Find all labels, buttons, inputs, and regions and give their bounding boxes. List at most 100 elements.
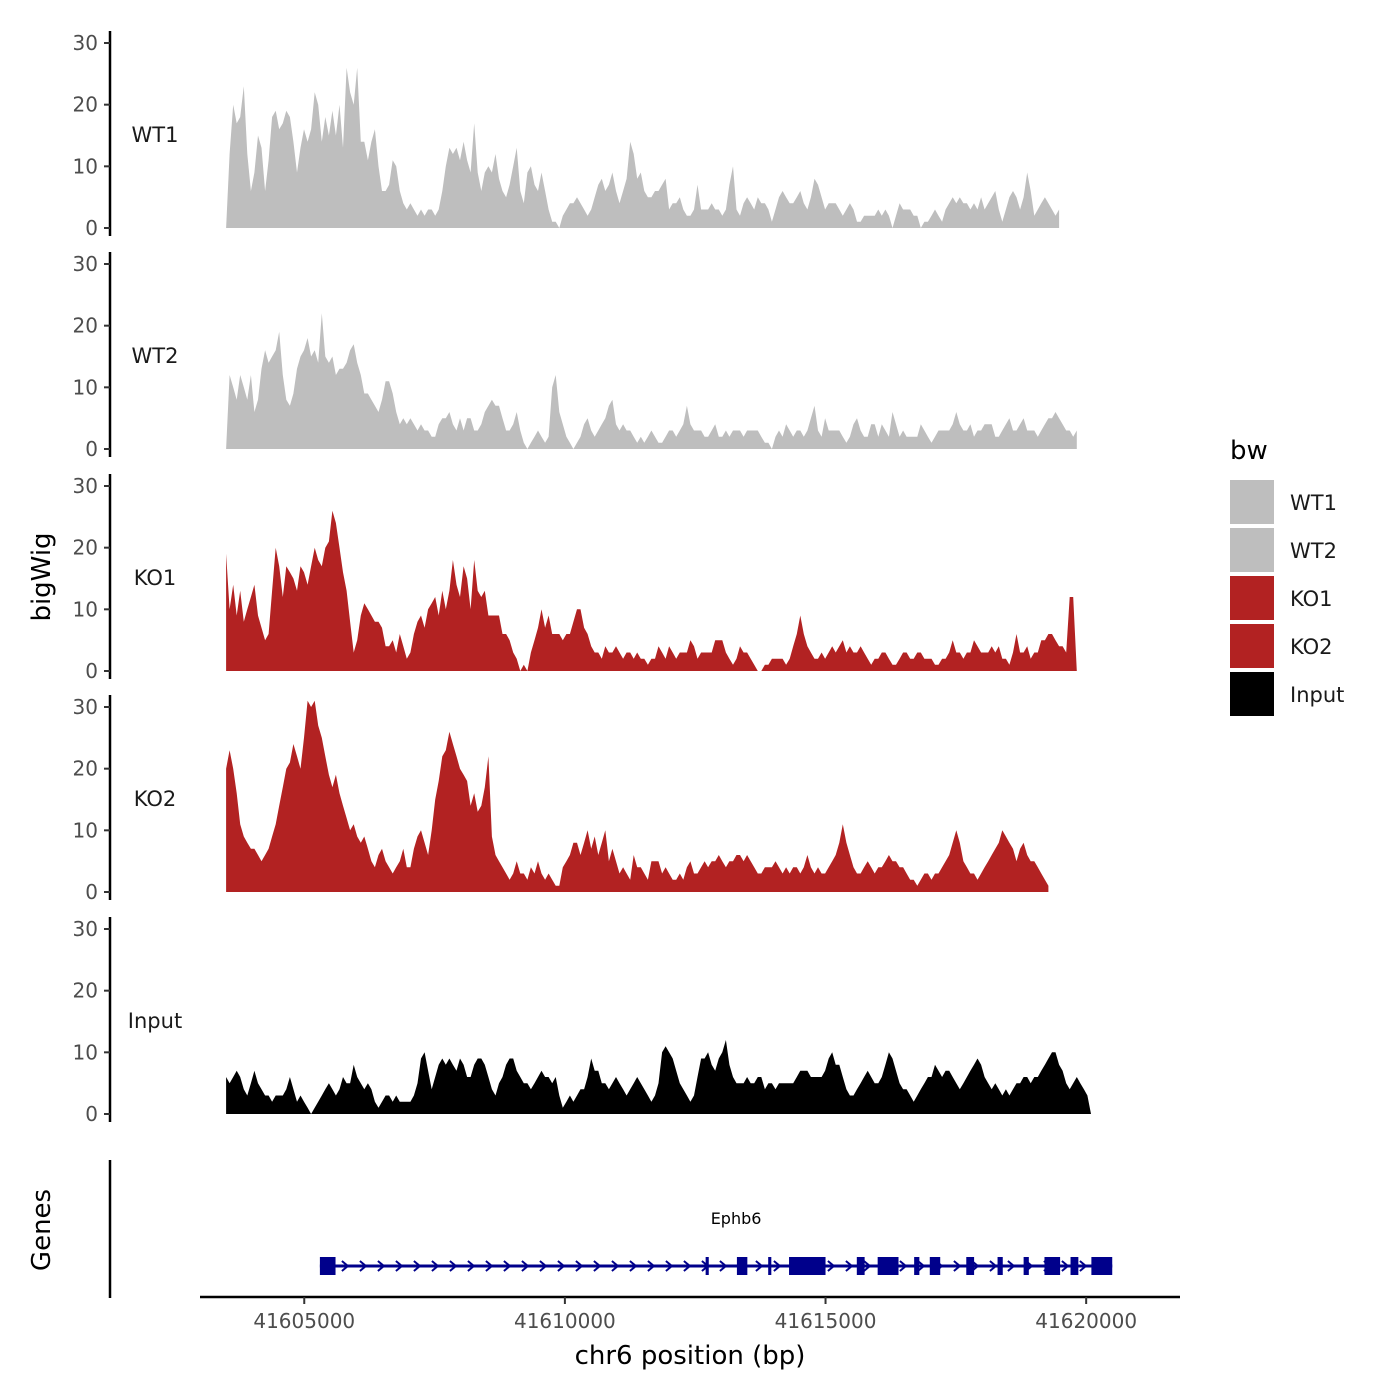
strand-arrow [413, 1260, 422, 1272]
exon [1070, 1257, 1079, 1275]
y-tick-label: 10 [73, 597, 98, 621]
track-wt2: 0 10 20 30 WT2 [73, 252, 1077, 461]
y-tick-label: 30 [73, 917, 98, 941]
track-wt1: 0 10 20 30 WT1 [73, 31, 1060, 240]
strand-arrow [611, 1260, 620, 1272]
strand-arrow [1079, 1260, 1088, 1272]
track-label: WT1 [132, 123, 179, 147]
y-tick-label: 0 [85, 216, 98, 240]
track-label: KO2 [134, 787, 177, 811]
exon [966, 1257, 975, 1275]
track-input: 0 10 20 30 Input [73, 917, 1092, 1126]
track-label: WT2 [132, 344, 179, 368]
strand-arrow [665, 1260, 674, 1272]
y-tick-label: 10 [73, 818, 98, 842]
y-tick-label: 10 [73, 154, 98, 178]
exon [319, 1257, 336, 1275]
exon [736, 1257, 748, 1275]
track-ko2: 0 10 20 30 KO2 [73, 695, 1049, 904]
legend-swatch [1230, 576, 1274, 620]
area-wt1 [226, 67, 1060, 228]
strand-arrow [557, 1260, 566, 1272]
exon [856, 1257, 865, 1275]
y-tick-label: 10 [73, 1040, 98, 1064]
y-tick-label: 20 [73, 314, 98, 338]
strand-arrow [1007, 1260, 1016, 1272]
y-tick-label: 30 [73, 695, 98, 719]
strand-arrow [719, 1260, 728, 1272]
x-axis: 41605000 41610000 41615000 41620000 [200, 1295, 1180, 1333]
exon [929, 1257, 941, 1275]
area-ko1 [226, 510, 1077, 671]
y-tick-label: 20 [73, 93, 98, 117]
exon [1044, 1257, 1061, 1275]
strand-arrow [899, 1260, 908, 1272]
exon [789, 1257, 826, 1275]
legend-entry-wt1: WT1 [1230, 480, 1337, 524]
gene-label: Ephb6 [711, 1209, 762, 1228]
genes-panel-title: Genes [27, 1189, 57, 1271]
y-tick-label: 10 [73, 375, 98, 399]
strand-arrow [593, 1260, 602, 1272]
strand-arrow [917, 1260, 926, 1272]
strand-arrow [539, 1260, 548, 1272]
exon [705, 1257, 709, 1275]
legend-swatch [1230, 624, 1274, 668]
legend-entries: WT1 WT2 KO1 KO2 Input [1230, 480, 1344, 716]
genes-panel: Ephb6 [108, 1160, 1113, 1298]
track-label: KO1 [134, 566, 177, 590]
legend-title: bw [1230, 436, 1268, 466]
strand-arrow [773, 1260, 782, 1272]
strand-arrow [1061, 1260, 1070, 1272]
legend-label: KO1 [1290, 587, 1333, 611]
strand-arrow [755, 1260, 764, 1272]
strand-arrow [431, 1260, 440, 1272]
strand-arrow [647, 1260, 656, 1272]
y-tick-label: 20 [73, 536, 98, 560]
x-tick-label: 41605000 [253, 1309, 355, 1333]
y-tick-label: 30 [73, 31, 98, 55]
legend-label: WT1 [1290, 491, 1337, 515]
legend-entry-ko2: KO2 [1230, 624, 1333, 668]
strand-arrow [845, 1260, 854, 1272]
exon [997, 1257, 1003, 1275]
strand-arrow [503, 1260, 512, 1272]
strand-arrow [953, 1260, 962, 1272]
y-tick-label: 20 [73, 979, 98, 1003]
strand-arrow [395, 1260, 404, 1272]
strand-arrow [863, 1260, 872, 1272]
strand-arrow [341, 1260, 350, 1272]
y-tick-label: 0 [85, 437, 98, 461]
exon [768, 1257, 772, 1275]
legend-swatch [1230, 528, 1274, 572]
legend-label: KO2 [1290, 635, 1333, 659]
y-tick-label: 0 [85, 659, 98, 683]
gene-ephb6: Ephb6 [319, 1209, 1113, 1275]
x-tick-label: 41615000 [775, 1309, 877, 1333]
track-ko1: 0 10 20 30 KO1 [73, 474, 1077, 683]
y-tick-label: 20 [73, 757, 98, 781]
strand-arrow [485, 1260, 494, 1272]
x-tick-label: 41620000 [1035, 1309, 1137, 1333]
exon [1091, 1257, 1113, 1275]
exon [914, 1257, 920, 1275]
strand-arrow [989, 1260, 998, 1272]
strand-arrow [521, 1260, 530, 1272]
y-tick-label: 0 [85, 1102, 98, 1126]
legend-swatch [1230, 480, 1274, 524]
x-tick-label: 41610000 [514, 1309, 616, 1333]
y-tick-label: 0 [85, 880, 98, 904]
legend-label: WT2 [1290, 539, 1337, 563]
strand-arrow [449, 1260, 458, 1272]
area-ko2 [226, 700, 1049, 892]
legend-swatch [1230, 672, 1274, 716]
strand-arrow [575, 1260, 584, 1272]
strand-arrow [827, 1260, 836, 1272]
strand-arrow [683, 1260, 692, 1272]
strand-arrow [467, 1260, 476, 1272]
area-input [226, 1040, 1092, 1114]
strand-arrow [359, 1260, 368, 1272]
y-tick-label: 30 [73, 252, 98, 276]
strand-arrow [377, 1260, 386, 1272]
y-tick-label: 30 [73, 474, 98, 498]
